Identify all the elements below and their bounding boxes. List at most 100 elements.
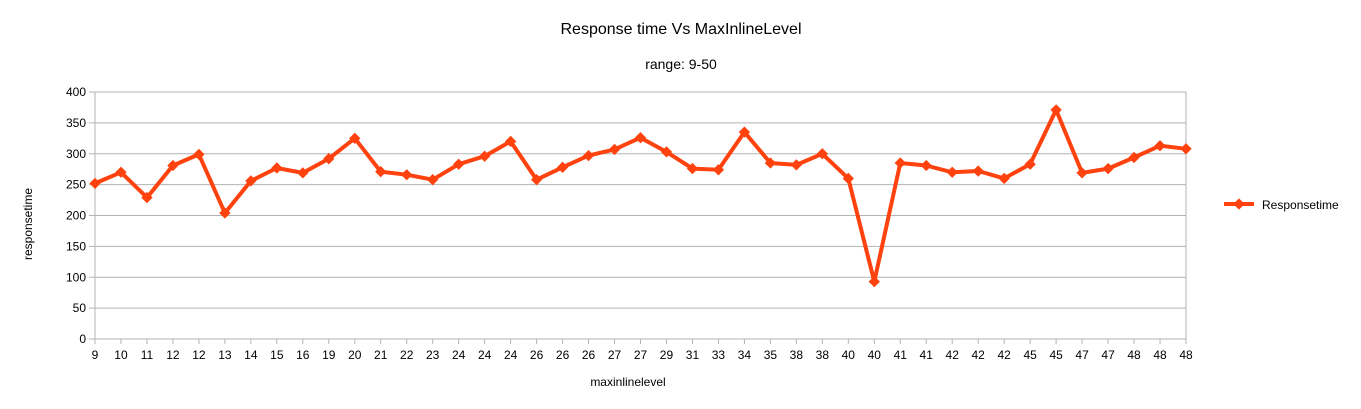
x-tick-label: 42 [997,348,1011,362]
data-point [141,191,153,204]
data-point [530,174,543,186]
x-tick-label: 9 [92,348,99,362]
x-tick-label: 41 [920,348,934,362]
series-group [89,104,1192,288]
x-tick-label: 42 [972,348,986,362]
data-point [1154,140,1166,152]
data-point [89,177,101,190]
data-point [478,150,491,162]
data-point [1180,143,1192,155]
x-tick-label: 26 [556,348,570,362]
x-tick-label: 16 [296,348,310,362]
data-point [894,157,906,169]
x-tick-label: 33 [712,348,726,362]
x-tick-label: 45 [1023,348,1037,362]
x-tick-label: 27 [608,348,622,362]
data-point [556,161,569,173]
x-tick-label: 38 [790,348,804,362]
y-tick-label: 0 [79,332,86,346]
x-tick-label: 24 [504,348,518,362]
x-tick-label: 29 [660,348,674,362]
data-point [219,207,231,219]
data-point [401,169,413,181]
data-point [998,172,1010,185]
legend: Responsetime [1224,198,1339,212]
data-point [1128,151,1140,164]
data-point [582,149,595,162]
data-point [427,174,439,186]
x-tick-label: 48 [1127,348,1141,362]
x-tick-label: 40 [842,348,856,362]
x-tick-label: 14 [244,348,258,362]
data-point [271,162,283,174]
data-point [686,162,699,175]
y-axis-ticks: 0 50 100 150 200 250 300 350 400 [66,85,95,346]
x-tick-label: 22 [400,348,414,362]
data-point [920,159,932,172]
data-point [1076,167,1088,179]
x-tick-label: 48 [1179,348,1193,362]
x-tick-label: 47 [1075,348,1089,362]
data-point [790,159,803,171]
data-point [764,157,777,169]
x-tick-label: 48 [1153,348,1167,362]
x-tick-label: 35 [764,348,778,362]
x-tick-label: 31 [686,348,700,362]
x-tick-label: 40 [868,348,882,362]
grid-lines [95,91,1186,340]
data-point [1024,158,1036,170]
data-point [712,164,725,176]
data-point [245,175,257,187]
data-point [608,143,621,156]
x-tick-label: 11 [141,348,154,362]
data-point [660,146,673,158]
data-point [842,172,854,185]
y-tick-label: 300 [66,147,86,161]
legend-marker [1233,198,1245,210]
x-tick-label: 41 [894,348,908,362]
data-point [453,158,465,170]
data-point [375,166,387,178]
legend-label: Responsetime [1262,198,1339,212]
data-point [193,148,205,161]
data-point [297,167,309,179]
data-point [972,165,984,177]
data-point [634,132,647,144]
y-axis-label: responsetime [21,188,35,260]
data-point [946,166,958,178]
x-tick-label: 12 [192,348,206,362]
data-point [1102,162,1114,175]
x-tick-label: 23 [426,348,440,362]
x-tick-label: 24 [478,348,492,362]
data-point [504,135,517,148]
x-tick-label: 42 [946,348,960,362]
x-tick-label: 21 [374,348,388,362]
x-tick-label: 15 [270,348,284,362]
x-tick-label: 12 [166,348,180,362]
data-point [868,275,880,288]
x-tick-label: 34 [738,348,752,362]
chart-title: Response time Vs MaxInlineLevel [560,21,801,38]
y-tick-label: 150 [66,239,86,253]
y-tick-label: 250 [66,178,86,192]
x-axis-label: maxinlinelevel [590,375,665,389]
x-axis-ticks: 9 10 11 12 12 13 14 15 16 19 20 21 22 23 24 24 24 26 26 26 2… [92,339,1193,362]
data-point [349,132,361,144]
x-tick-label: 10 [114,348,128,362]
x-tick-label: 26 [582,348,596,362]
x-tick-label: 26 [530,348,544,362]
x-tick-label: 45 [1049,348,1063,362]
data-point [167,159,179,172]
x-tick-label: 47 [1101,348,1115,362]
y-tick-label: 50 [73,301,87,315]
x-tick-label: 20 [348,348,362,362]
data-point [1050,104,1062,116]
y-tick-label: 100 [66,270,86,284]
x-tick-label: 38 [816,348,830,362]
x-tick-label: 19 [322,348,336,362]
data-point [323,153,335,165]
x-tick-label: 13 [218,348,232,362]
y-tick-label: 200 [66,209,86,223]
data-point [816,148,828,160]
